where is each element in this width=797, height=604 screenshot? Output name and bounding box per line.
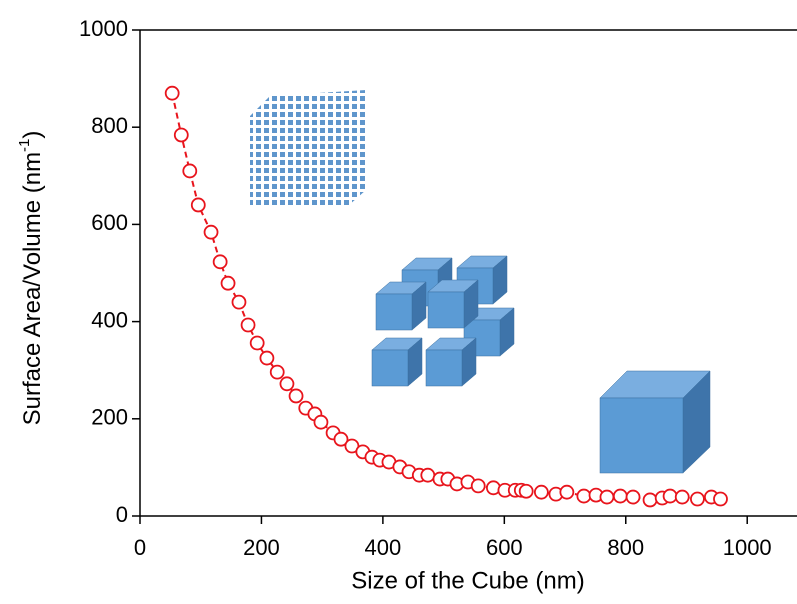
x-tick-label: 600 xyxy=(486,535,523,560)
data-point xyxy=(662,488,678,504)
data-point xyxy=(599,489,615,505)
x-axis-label: Size of the Cube (nm) xyxy=(351,567,584,594)
data-point xyxy=(333,431,349,447)
illustrations xyxy=(250,90,711,474)
data-point xyxy=(690,491,705,507)
y-axis-label-text: Surface Area/Volume (nm xyxy=(19,152,46,425)
data-point xyxy=(470,478,486,494)
data-point xyxy=(164,85,180,101)
data-point xyxy=(249,335,265,351)
data-point xyxy=(313,414,329,430)
data-point xyxy=(190,197,206,213)
y-tick-label: 0 xyxy=(116,502,128,527)
data-point xyxy=(259,350,275,366)
data-point xyxy=(212,254,228,270)
x-tick-label: 800 xyxy=(607,535,644,560)
y-tick-label: 400 xyxy=(91,307,128,332)
data-point xyxy=(220,275,236,291)
x-tick-label: 400 xyxy=(365,535,402,560)
data-point xyxy=(533,484,549,500)
nano-cube-array xyxy=(250,90,366,208)
y-tick-label: 600 xyxy=(91,210,128,235)
data-point xyxy=(518,483,534,499)
data-point xyxy=(674,489,690,505)
medium-cube-cluster xyxy=(371,255,515,387)
data-point xyxy=(612,488,628,504)
data-point xyxy=(279,376,295,392)
data-point xyxy=(269,364,285,380)
x-tick-label: 200 xyxy=(243,535,280,560)
y-axis-label: Surface Area/Volume (nm-1) xyxy=(16,131,46,426)
data-point xyxy=(288,388,304,404)
data-point xyxy=(713,491,728,507)
data-point xyxy=(625,489,641,505)
data-point xyxy=(182,163,198,179)
y-tick-label: 1000 xyxy=(79,16,128,41)
y-axis-label-suffix: ) xyxy=(19,131,46,139)
large-cube xyxy=(599,370,711,474)
y-axis-label-superscript: -1 xyxy=(16,139,33,152)
data-point xyxy=(420,467,436,483)
x-tick-label: 0 xyxy=(134,535,146,560)
y-tick-label: 200 xyxy=(91,405,128,430)
data-point xyxy=(559,484,575,500)
data-point xyxy=(576,488,592,504)
data-point xyxy=(203,224,219,240)
plot-area: 0 200 400 600 800 1000 0 200 400 600 800 1000 xyxy=(79,16,797,560)
data-point xyxy=(240,317,256,333)
data-point xyxy=(642,492,658,508)
x-tick-label: 1000 xyxy=(723,535,772,560)
y-tick-label: 800 xyxy=(91,113,128,138)
data-point xyxy=(231,294,247,310)
data-point xyxy=(173,127,189,143)
